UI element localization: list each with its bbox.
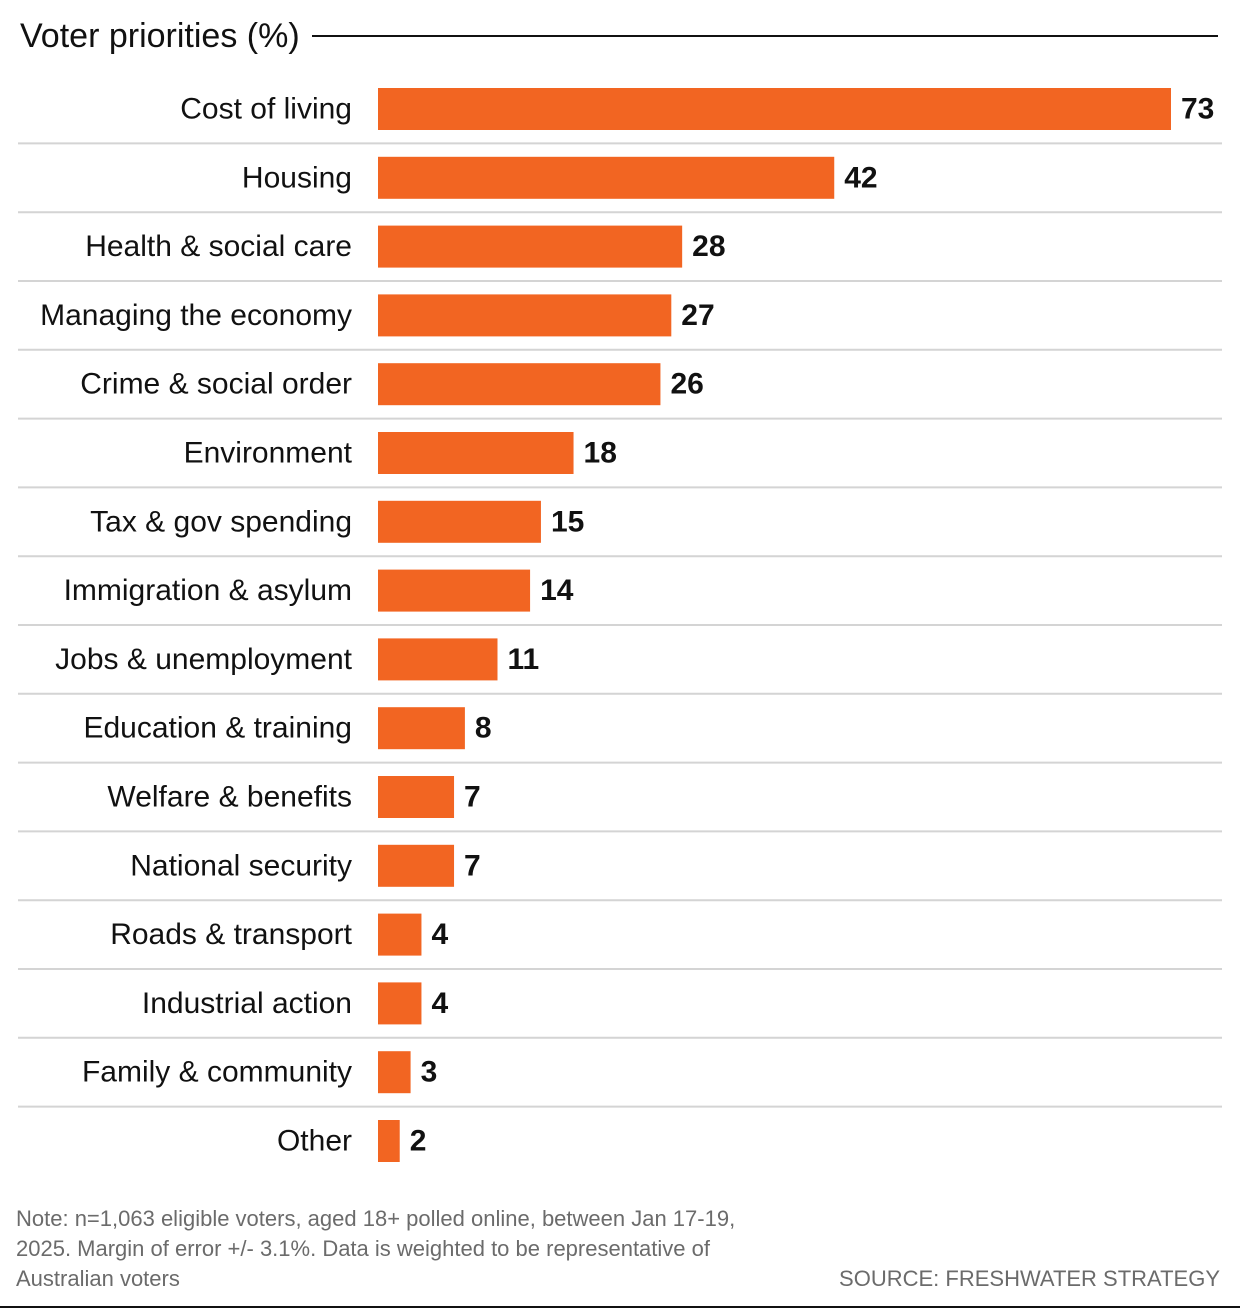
bar-immigration-and-asylum bbox=[378, 569, 531, 612]
chart-header: Voter priorities (%) bbox=[20, 14, 1218, 58]
value-label-family-and-community: 3 bbox=[421, 1056, 438, 1089]
bar-cost-of-living bbox=[378, 88, 1171, 130]
category-label-education-and-training: Education & training bbox=[83, 712, 352, 745]
category-label-managing-the-economy: Managing the economy bbox=[40, 299, 352, 332]
value-label-roads-and-transport: 4 bbox=[431, 918, 448, 951]
bottom-rule bbox=[0, 1306, 1240, 1308]
value-label-crime-and-social-order: 26 bbox=[670, 368, 703, 401]
category-label-crime-and-social-order: Crime & social order bbox=[80, 368, 352, 401]
value-label-industrial-action: 4 bbox=[431, 987, 448, 1020]
value-label-tax-and-gov-spending: 15 bbox=[551, 505, 584, 538]
category-label-jobs-and-unemployment: Jobs & unemployment bbox=[55, 643, 352, 676]
bar-industrial-action bbox=[378, 982, 422, 1025]
bar-managing-the-economy bbox=[378, 294, 672, 337]
value-label-housing: 42 bbox=[844, 161, 877, 194]
category-label-tax-and-gov-spending: Tax & gov spending bbox=[90, 505, 352, 538]
category-label-health-and-social-care: Health & social care bbox=[85, 230, 352, 263]
bar-national-security bbox=[378, 844, 455, 887]
value-label-environment: 18 bbox=[584, 437, 617, 470]
chart-title: Voter priorities (%) bbox=[20, 16, 300, 55]
value-label-health-and-social-care: 28 bbox=[692, 230, 725, 263]
bar-jobs-and-unemployment bbox=[378, 638, 498, 681]
bar-crime-and-social-order bbox=[378, 363, 661, 406]
footnote: Note: n=1,063 eligible voters, aged 18+ … bbox=[16, 1206, 736, 1291]
category-label-national-security: National security bbox=[130, 849, 352, 882]
value-label-managing-the-economy: 27 bbox=[681, 299, 714, 332]
value-label-jobs-and-unemployment: 11 bbox=[507, 643, 539, 676]
category-label-environment: Environment bbox=[184, 437, 353, 470]
bar-roads-and-transport bbox=[378, 913, 422, 956]
bar-tax-and-gov-spending bbox=[378, 500, 541, 543]
category-label-immigration-and-asylum: Immigration & asylum bbox=[64, 574, 352, 607]
source-credit: SOURCE: FRESHWATER STRATEGY bbox=[839, 1266, 1220, 1291]
bar-education-and-training bbox=[378, 707, 465, 750]
category-label-family-and-community: Family & community bbox=[82, 1056, 352, 1089]
category-label-welfare-and-benefits: Welfare & benefits bbox=[107, 781, 352, 814]
category-label-other: Other bbox=[277, 1125, 352, 1158]
bar-environment bbox=[378, 432, 574, 474]
category-label-housing: Housing bbox=[242, 161, 352, 194]
title-rule bbox=[311, 35, 1218, 37]
bar-family-and-community bbox=[378, 1051, 411, 1094]
category-label-cost-of-living: Cost of living bbox=[180, 93, 352, 126]
bar-other bbox=[378, 1120, 400, 1162]
category-label-roads-and-transport: Roads & transport bbox=[110, 918, 352, 951]
category-label-industrial-action: Industrial action bbox=[142, 987, 352, 1020]
value-label-immigration-and-asylum: 14 bbox=[540, 574, 574, 607]
value-label-national-security: 7 bbox=[464, 849, 481, 882]
value-label-education-and-training: 8 bbox=[475, 712, 492, 745]
value-label-welfare-and-benefits: 7 bbox=[464, 781, 481, 814]
value-label-cost-of-living: 73 bbox=[1181, 93, 1214, 126]
value-label-other: 2 bbox=[410, 1125, 427, 1158]
bar-health-and-social-care bbox=[378, 225, 683, 268]
bar-housing bbox=[378, 156, 835, 199]
bar-welfare-and-benefits bbox=[378, 776, 455, 818]
